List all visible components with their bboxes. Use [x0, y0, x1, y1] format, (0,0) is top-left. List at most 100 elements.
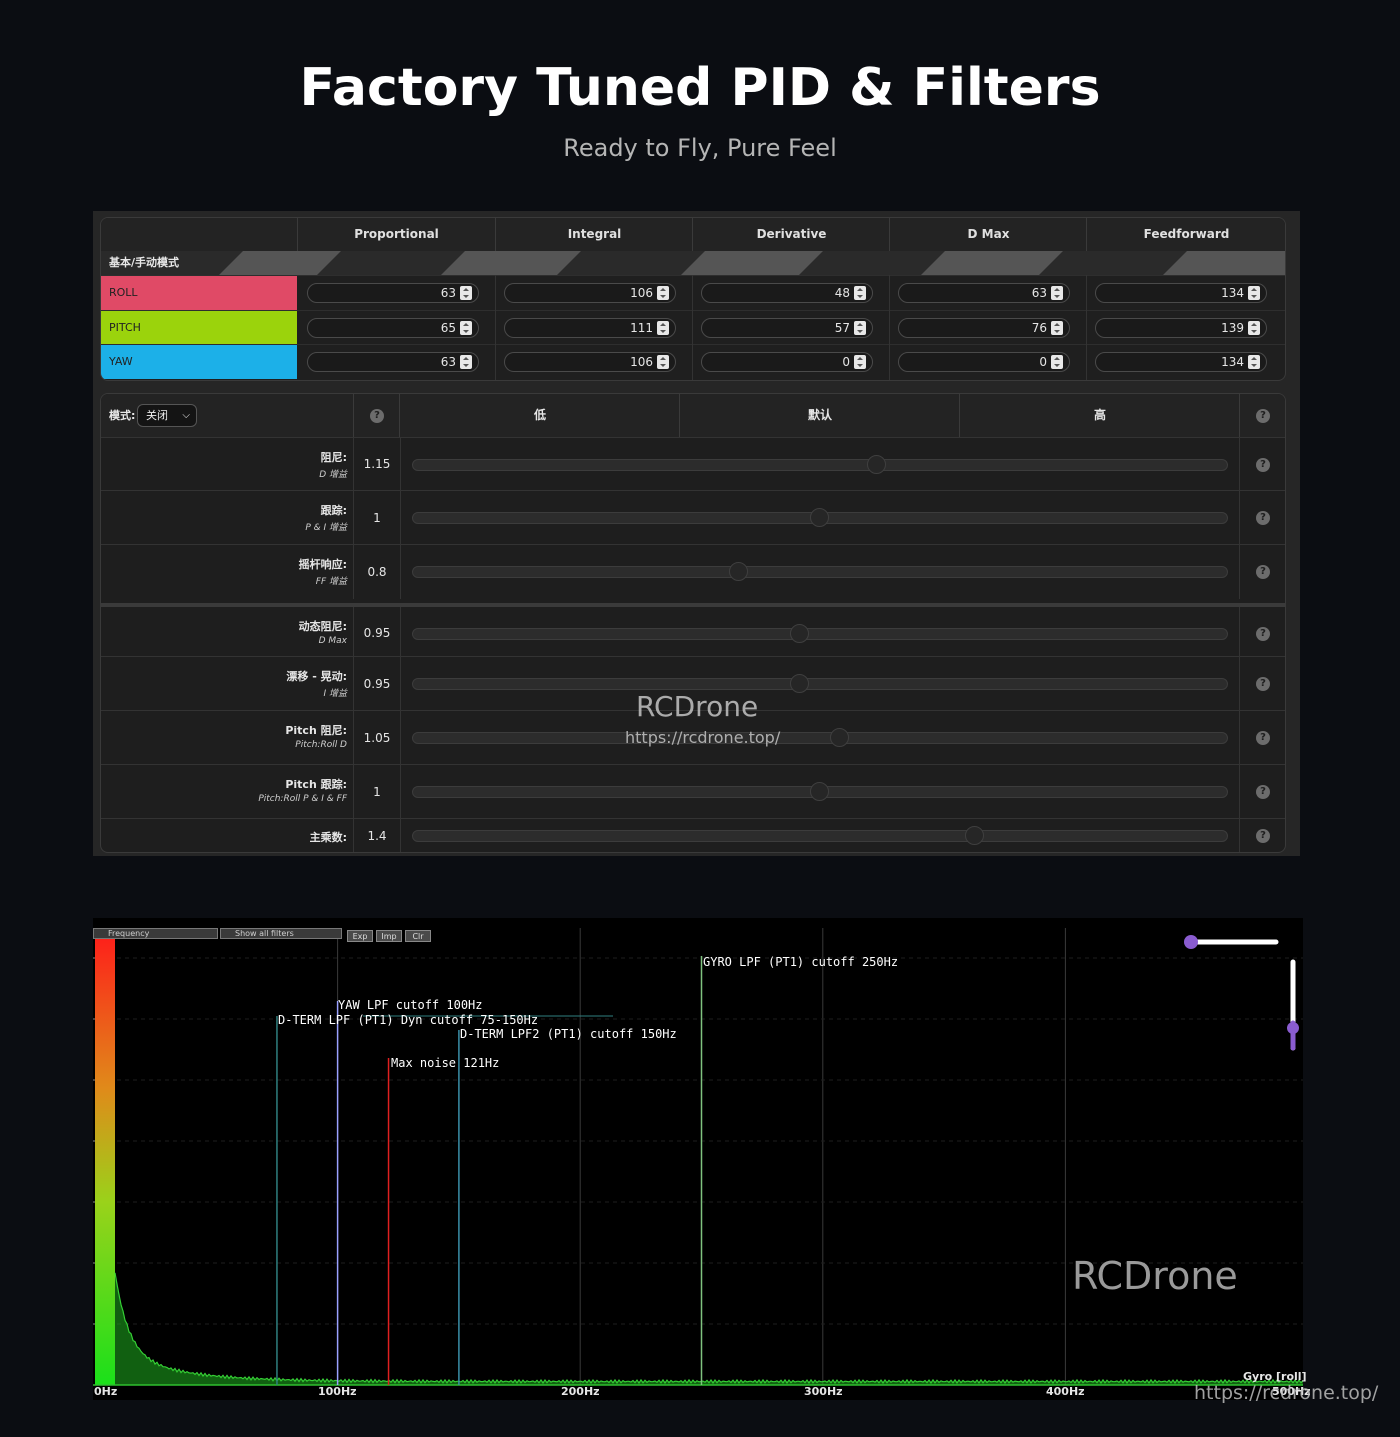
filter-select-value: Show all filters [235, 929, 294, 938]
pid-value-input[interactable]: 65 [307, 317, 479, 338]
stepper-icon[interactable] [657, 355, 669, 369]
pid-value-input[interactable]: 63 [307, 283, 479, 303]
slider-thumb[interactable] [789, 674, 809, 693]
pid-value-input[interactable]: 106 [504, 352, 676, 372]
row-divider [1239, 765, 1240, 819]
stepper-icon[interactable] [460, 320, 472, 335]
slider-thumb[interactable] [866, 455, 886, 474]
stepper-icon[interactable] [657, 286, 669, 300]
axis-label: PITCH [101, 310, 297, 345]
column-derivative: Derivative [692, 218, 890, 251]
slider-thumb[interactable] [789, 624, 809, 643]
pid-value: 63 [1031, 286, 1047, 300]
pid-value-input[interactable]: 134 [1095, 283, 1267, 303]
x-tick: 100Hz [318, 1385, 357, 1398]
slider-label: 动态阻尼: [298, 620, 347, 633]
clear-button[interactable]: Clr [405, 930, 431, 942]
pid-value-input[interactable]: 134 [1095, 352, 1267, 372]
pid-value-input[interactable]: 0 [898, 352, 1070, 372]
slider-track[interactable] [412, 826, 1228, 845]
help-icon[interactable]: ? [1256, 627, 1270, 641]
stepper-icon[interactable] [460, 355, 472, 369]
filter-select[interactable]: Show all filters [220, 928, 342, 939]
type-select[interactable]: Frequency [93, 928, 218, 939]
pid-value: 0 [1039, 355, 1047, 369]
slider-sublabel: P & I 增益 [305, 523, 347, 533]
watermark-url: https://rcdrone.top/ [625, 728, 781, 747]
column-proportional: Proportional [297, 218, 495, 251]
filter-label-dterm-lpf: D-TERM LPF (PT1) Dyn cutoff 75-150Hz [278, 1013, 539, 1027]
pid-value: 134 [1221, 355, 1244, 369]
slider-row: Pitch 阻尼: Pitch:Roll D 1.05? [101, 710, 1285, 765]
column-feedforward: Feedforward [1086, 218, 1285, 251]
slider-thumb[interactable] [830, 728, 850, 747]
slider-track[interactable] [412, 624, 1228, 643]
axis-label: ROLL [101, 276, 297, 310]
slider-track[interactable] [412, 508, 1228, 527]
slider-thumb[interactable] [810, 782, 829, 801]
pid-value: 57 [834, 320, 850, 335]
stepper-icon[interactable] [657, 320, 669, 335]
x-tick: 300Hz [804, 1385, 843, 1398]
slider-track[interactable] [412, 455, 1228, 474]
slider-track[interactable] [412, 728, 1228, 747]
pid-value-input[interactable]: 63 [307, 352, 479, 372]
slider-track[interactable] [412, 562, 1228, 581]
stepper-icon[interactable] [1051, 286, 1063, 300]
pid-value-input[interactable]: 63 [898, 283, 1070, 303]
help-icon[interactable]: ? [1256, 458, 1270, 472]
slider-thumb[interactable] [964, 826, 984, 845]
watermark-url: https://rcdrone.top/ [1194, 1382, 1379, 1404]
slider-panel: 模式: 关闭 ⌵ ? 低 默认 高 ? 阻尼: D 增益 1.15? 跟踪: P & I… [100, 393, 1286, 853]
stepper-icon[interactable] [1051, 320, 1063, 335]
pid-value-input[interactable]: 106 [504, 283, 676, 303]
row-divider [1239, 607, 1240, 660]
help-icon[interactable]: ? [1256, 409, 1270, 423]
pid-value: 106 [630, 355, 653, 369]
help-icon[interactable]: ? [370, 409, 384, 423]
help-icon[interactable]: ? [1256, 731, 1270, 745]
stepper-icon[interactable] [460, 286, 472, 300]
slider-track[interactable] [412, 782, 1228, 801]
help-icon[interactable]: ? [1256, 829, 1270, 843]
pid-value-input[interactable]: 0 [701, 352, 873, 372]
column-dmax: D Max [889, 218, 1087, 251]
pid-table: Proportional Integral Derivative D Max F… [100, 217, 1286, 381]
help-icon[interactable]: ? [1256, 677, 1270, 691]
stepper-icon[interactable] [1248, 320, 1260, 335]
stepper-icon[interactable] [854, 286, 866, 300]
stepper-icon[interactable] [1248, 286, 1260, 300]
slider-thumb[interactable] [728, 562, 748, 581]
pid-value-input[interactable]: 111 [504, 317, 676, 338]
x-tick: 0Hz [94, 1385, 118, 1398]
pid-value-input[interactable]: 57 [701, 317, 873, 338]
pid-value: 63 [440, 355, 456, 369]
import-button[interactable]: Imp [376, 930, 402, 942]
pid-value-input[interactable]: 48 [701, 283, 873, 303]
filter-label-gyro-lpf: GYRO LPF (PT1) cutoff 250Hz [703, 955, 899, 969]
slider-value: 0.8 [353, 545, 401, 599]
slider-value: 1.05 [353, 711, 401, 765]
pid-value: 139 [1221, 320, 1244, 335]
slider-value: 1.4 [353, 819, 401, 852]
stepper-icon[interactable] [1248, 355, 1260, 369]
pid-row-roll: ROLL 63 106 48 63 134 [101, 275, 1285, 310]
header-help-cell: ? [353, 394, 400, 437]
column-low: 低 [399, 394, 680, 437]
export-button[interactable]: Exp [347, 930, 373, 942]
stepper-icon[interactable] [854, 320, 866, 335]
help-icon[interactable]: ? [1256, 511, 1270, 525]
filter-label-yaw-lpf: YAW LPF cutoff 100Hz [338, 998, 483, 1012]
mode-select[interactable]: 关闭 ⌵ [137, 404, 197, 427]
help-icon[interactable]: ? [1256, 565, 1270, 579]
pid-value-input[interactable]: 76 [898, 317, 1070, 338]
slider-thumb[interactable] [810, 508, 829, 527]
pid-value-input[interactable]: 139 [1095, 317, 1267, 338]
stepper-icon[interactable] [1051, 355, 1063, 369]
slider-row: 主乘数: 1.4? [101, 818, 1285, 852]
slider-track[interactable] [412, 674, 1228, 693]
slider-sublabel: I 增益 [323, 689, 347, 699]
help-icon[interactable]: ? [1256, 785, 1270, 799]
slider-row: 漂移 - 晃动: I 增益 0.95? [101, 656, 1285, 711]
stepper-icon[interactable] [854, 355, 866, 369]
